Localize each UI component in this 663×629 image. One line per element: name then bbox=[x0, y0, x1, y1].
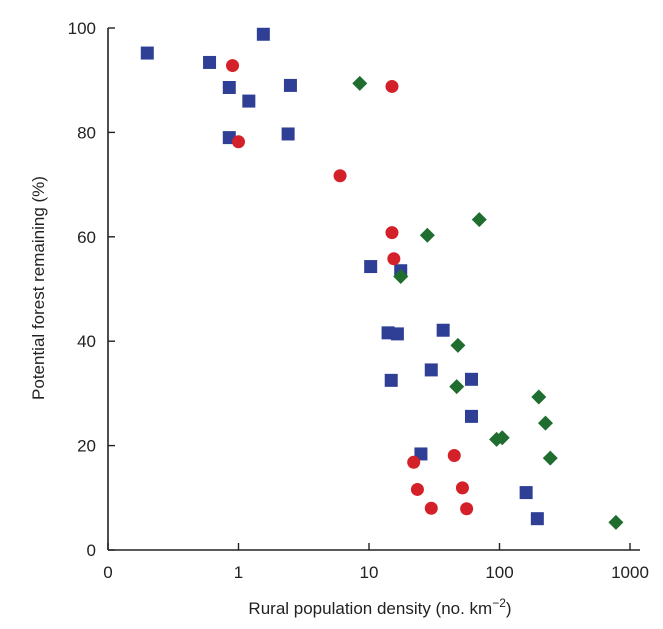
data-point-diamond bbox=[531, 389, 547, 405]
data-point-square bbox=[384, 373, 398, 387]
data-point-circle bbox=[232, 135, 245, 149]
data-point-diamond bbox=[352, 75, 368, 91]
x-tick-label: 100 bbox=[485, 563, 513, 582]
data-point-diamond bbox=[542, 450, 558, 466]
data-point-diamond bbox=[419, 227, 435, 243]
data-point-square bbox=[242, 94, 256, 108]
x-axis-label-superscript: −2 bbox=[492, 596, 506, 610]
data-point-diamond bbox=[449, 379, 465, 395]
x-tick-label: 0 bbox=[103, 563, 112, 582]
x-axis-label: Rural population density (no. km−2) bbox=[248, 596, 511, 618]
data-point-square bbox=[436, 323, 450, 337]
y-tick-label: 60 bbox=[77, 228, 96, 247]
data-point-diamond bbox=[471, 212, 487, 228]
data-point-square bbox=[281, 127, 295, 141]
data-points bbox=[140, 27, 624, 530]
y-tick-label: 20 bbox=[77, 437, 96, 456]
y-tick-label: 80 bbox=[77, 123, 96, 142]
data-point-square bbox=[256, 27, 270, 41]
data-point-square bbox=[140, 46, 154, 60]
axes bbox=[107, 28, 640, 551]
y-tick-label: 40 bbox=[77, 332, 96, 351]
data-point-circle bbox=[387, 252, 401, 266]
data-point-diamond bbox=[393, 268, 409, 284]
data-point-square bbox=[390, 327, 404, 341]
data-point-circle bbox=[333, 169, 347, 183]
data-point-square bbox=[283, 78, 297, 92]
data-point-square bbox=[519, 486, 533, 500]
data-point-diamond bbox=[608, 514, 624, 530]
x-tick-label: 10 bbox=[360, 563, 379, 582]
x-tick-label: 1000 bbox=[611, 563, 649, 582]
data-point-circle bbox=[410, 482, 424, 496]
y-axis-label: Potential forest remaining (%) bbox=[29, 176, 48, 400]
data-point-square bbox=[424, 363, 438, 377]
data-point-circle bbox=[226, 59, 240, 73]
data-point-square bbox=[203, 55, 217, 69]
data-point-diamond bbox=[450, 337, 466, 353]
data-point-square bbox=[464, 409, 478, 423]
data-point-circle bbox=[385, 79, 399, 93]
y-tick-label: 0 bbox=[87, 541, 96, 560]
data-point-circle bbox=[460, 502, 474, 516]
data-point-circle bbox=[455, 481, 469, 495]
data-point-square bbox=[464, 372, 478, 386]
data-point-circle bbox=[424, 501, 438, 515]
x-tick-label: 1 bbox=[234, 563, 243, 582]
y-tick-label: 100 bbox=[68, 19, 96, 38]
data-point-square bbox=[222, 81, 236, 95]
data-point-diamond bbox=[494, 430, 510, 446]
data-point-circle bbox=[407, 455, 421, 469]
data-point-square bbox=[364, 260, 378, 274]
data-point-diamond bbox=[537, 415, 553, 431]
data-point-circle bbox=[385, 226, 399, 240]
data-point-circle bbox=[447, 449, 461, 463]
data-point-square bbox=[530, 512, 544, 526]
